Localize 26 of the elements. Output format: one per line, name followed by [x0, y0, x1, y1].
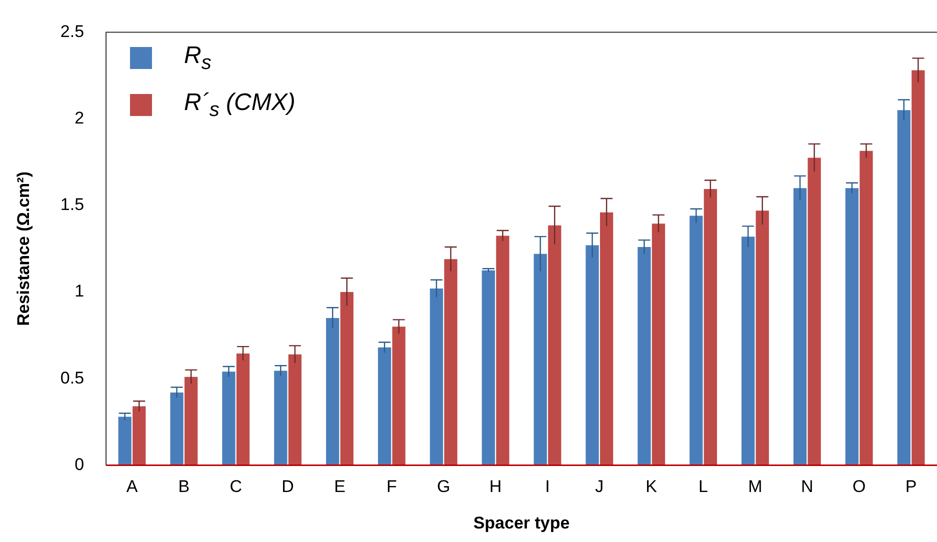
y-tick-label: 1.5: [60, 195, 84, 214]
x-tick-label: E: [334, 477, 346, 496]
x-tick-label: B: [178, 477, 190, 496]
x-tick-label: P: [905, 477, 917, 496]
x-tick-label: H: [489, 477, 502, 496]
y-tick-label: 2: [74, 108, 84, 128]
y-tick-label: 1: [74, 282, 84, 301]
x-tick-label: G: [436, 477, 450, 496]
x-tick-label: C: [230, 477, 242, 496]
x-tick-label: D: [282, 477, 294, 496]
x-tick-label: J: [595, 477, 604, 496]
y-tick-label: 0.5: [60, 368, 84, 388]
x-tick-label: F: [386, 477, 397, 496]
x-tick-label: M: [748, 477, 762, 496]
x-axis-title: Spacer type: [473, 513, 570, 532]
x-tick-label: K: [646, 477, 658, 496]
x-tick-label: O: [852, 477, 866, 496]
legend-label: R´$_{s}$ (CMX): [184, 88, 296, 122]
y-tick-label: 0: [74, 454, 84, 474]
legend-label: R$_{s}$: [184, 42, 212, 75]
y-tick-label: 2.5: [60, 22, 84, 41]
x-tick-label: L: [698, 477, 708, 496]
x-tick-label: I: [545, 477, 550, 496]
x-tick-label: A: [126, 477, 138, 496]
x-tick-label: N: [801, 477, 814, 496]
y-axis-title: Resistance (Ω.cm²): [14, 171, 33, 326]
